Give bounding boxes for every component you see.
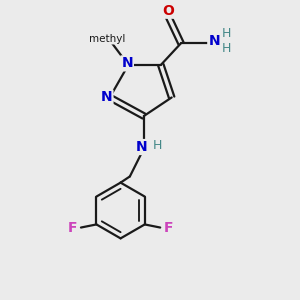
Text: N: N (136, 140, 147, 154)
Text: H: H (222, 27, 231, 40)
Text: N: N (121, 56, 133, 70)
Text: F: F (68, 220, 77, 235)
Text: H: H (153, 139, 162, 152)
Text: F: F (164, 220, 174, 235)
Text: O: O (163, 4, 175, 18)
Text: N: N (101, 91, 112, 104)
Text: methyl: methyl (89, 34, 125, 44)
Text: H: H (222, 42, 231, 55)
Text: N: N (208, 34, 220, 48)
